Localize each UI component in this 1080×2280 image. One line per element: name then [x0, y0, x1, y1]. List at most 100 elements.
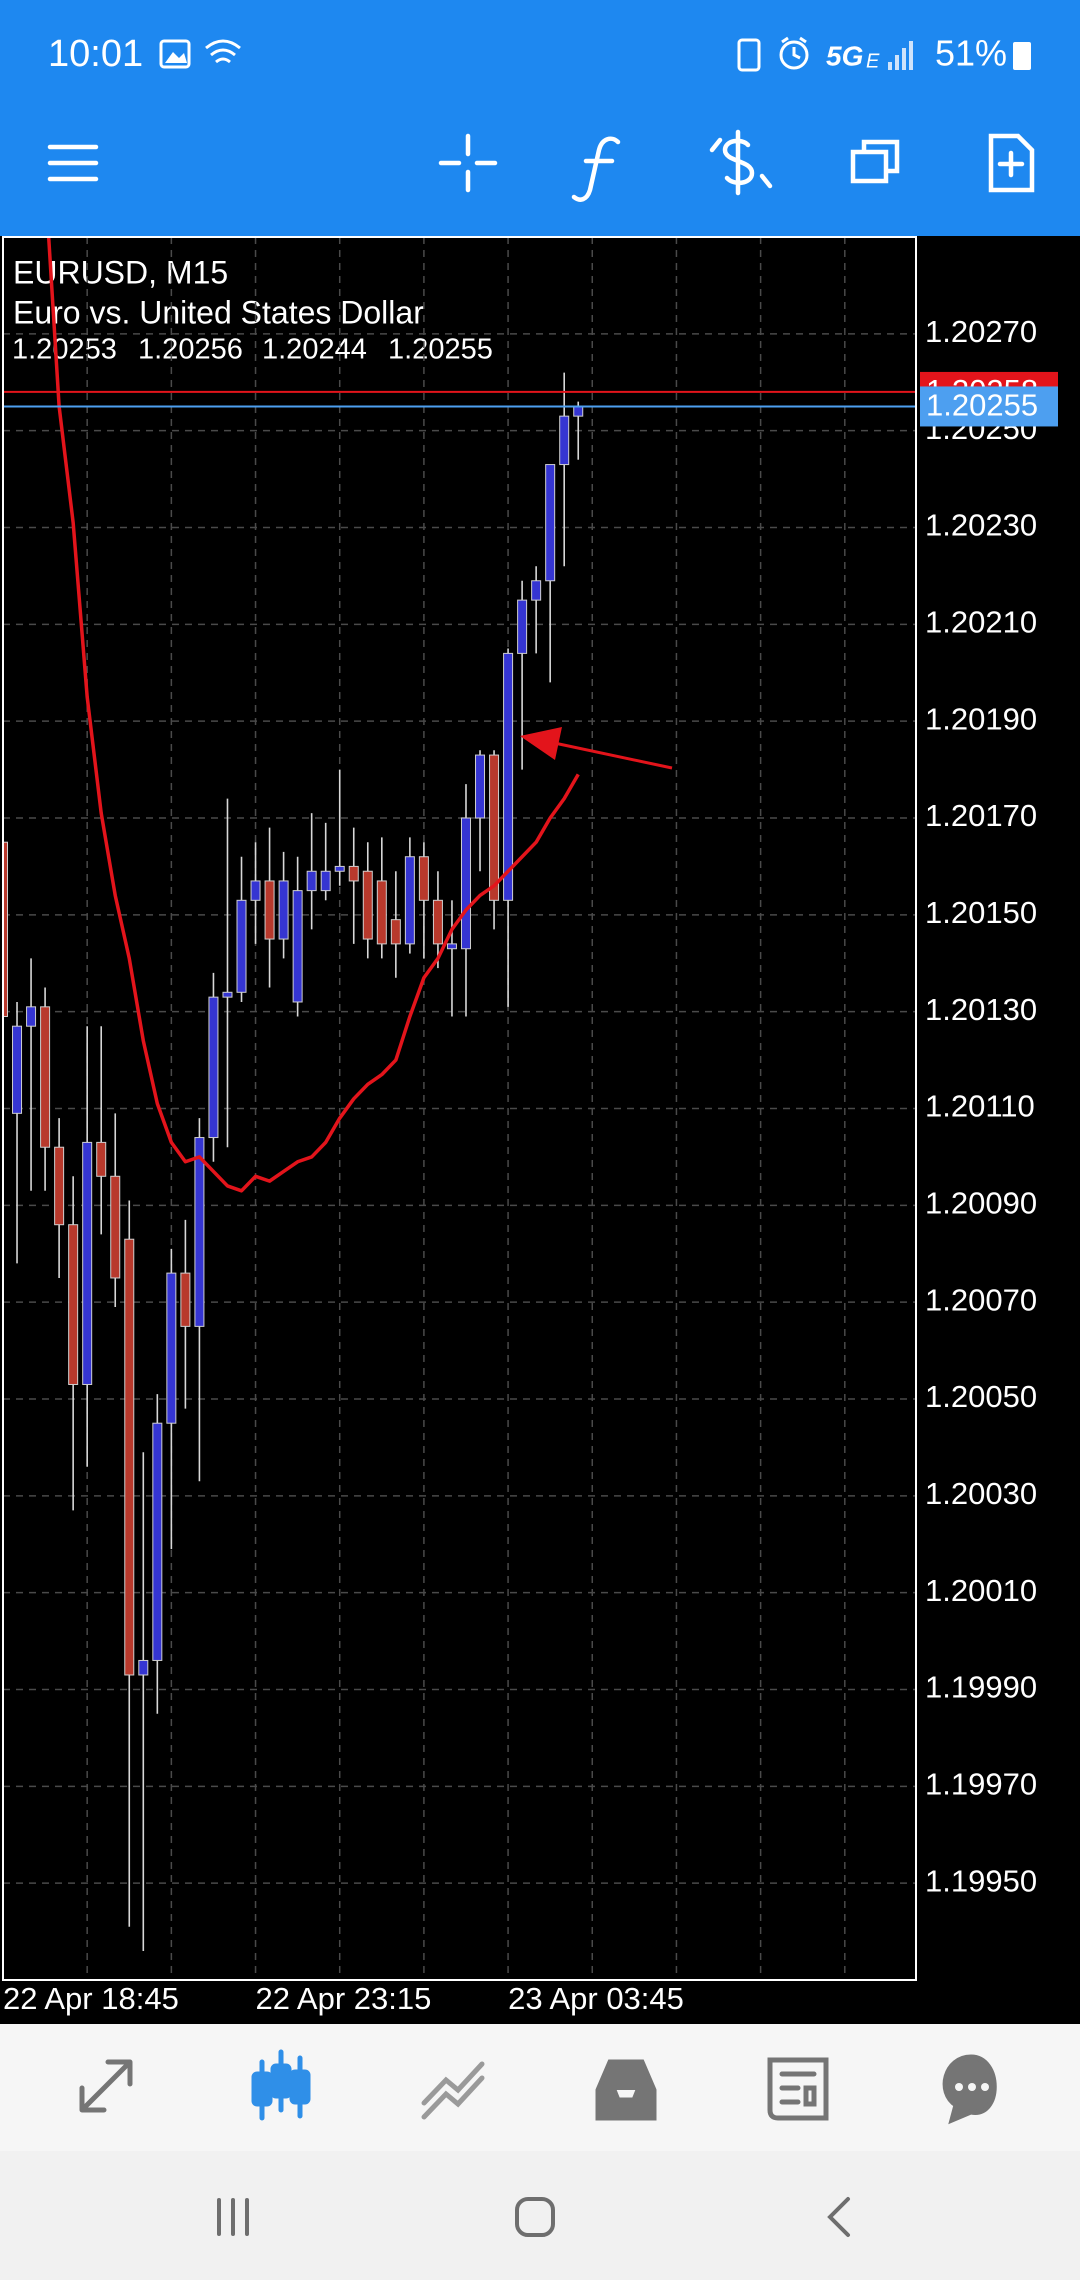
candle-body — [545, 464, 556, 582]
candle-body — [390, 919, 401, 945]
candle-body — [68, 1224, 79, 1385]
y-tick-label: 1.20130 — [925, 992, 1037, 1027]
candle-body — [446, 943, 457, 950]
signal-icon — [888, 41, 913, 70]
chart-title: EURUSD, M15 — [13, 254, 228, 290]
nav-quotes[interactable] — [79, 2059, 133, 2113]
y-tick-label: 1.20070 — [925, 1282, 1037, 1317]
y-tick-label: 1.19950 — [925, 1863, 1037, 1898]
nav-trade[interactable] — [421, 2061, 485, 2120]
candle-body — [348, 865, 359, 882]
candle-body — [460, 817, 471, 950]
candle-body — [82, 1141, 93, 1385]
candle-body — [362, 870, 373, 940]
candle-body — [26, 1006, 37, 1027]
candle-body — [278, 880, 289, 940]
candle-body — [475, 754, 486, 819]
candle-body — [54, 1146, 65, 1226]
header-bar — [0, 0, 1080, 236]
ohlc-open: 1.20253 — [12, 334, 117, 366]
candle-body — [531, 580, 542, 601]
x-tick-label: 22 Apr 18:45 — [3, 1981, 179, 2016]
ohlc-low: 1.20244 — [262, 334, 367, 366]
candle-body — [222, 991, 233, 998]
candle-body — [503, 652, 514, 901]
candle-body — [517, 599, 528, 654]
candle-body — [418, 856, 429, 901]
moving-average-line — [46, 237, 580, 1193]
dot — [981, 2083, 989, 2091]
status-network-sub: E — [866, 50, 880, 72]
candle-body — [138, 1659, 149, 1676]
candle-body — [166, 1272, 177, 1424]
candle-body — [208, 996, 219, 1139]
axes: 1.19950 1.19970 1.19990 1.20010 1.20030 1.200… — [3, 314, 1058, 2016]
candle-body — [573, 405, 584, 417]
candle-body — [124, 1238, 135, 1676]
candle-body — [264, 880, 275, 940]
y-tick-label: 1.19970 — [925, 1767, 1037, 1802]
y-tick-label: 1.20170 — [925, 798, 1037, 833]
y-tick-label: 1.20190 — [925, 701, 1037, 736]
status-time: 10:01 — [48, 33, 143, 75]
x-tick-label: 22 Apr 23:15 — [256, 1981, 432, 2016]
dot — [968, 2083, 976, 2091]
candle-body — [320, 870, 331, 892]
nav-chart[interactable] — [251, 2049, 311, 2121]
candle-body — [194, 1137, 205, 1327]
candle-body — [152, 1422, 163, 1661]
x-tick-label: 23 Apr 03:45 — [508, 1981, 684, 2016]
y-tick-label: 1.20110 — [925, 1089, 1035, 1124]
candle-body — [334, 865, 345, 872]
y-tick-label: 1.20050 — [925, 1379, 1037, 1414]
y-tick-label: 1.20210 — [925, 605, 1037, 640]
status-battery: 51% — [935, 33, 1007, 74]
crosshair-button[interactable] — [438, 133, 498, 193]
back-button[interactable] — [827, 2197, 850, 2237]
candle-body — [110, 1175, 121, 1279]
y-tick-label: 1.20010 — [925, 1573, 1037, 1608]
y-tick-label: 1.20030 — [925, 1476, 1037, 1511]
menu-button[interactable] — [47, 144, 99, 182]
candle-body — [250, 880, 261, 901]
y-tick-label: 1.20090 — [925, 1186, 1037, 1221]
candle-body — [432, 899, 443, 945]
annotation-arrow — [520, 727, 673, 770]
chart-background — [0, 236, 1080, 2024]
trade-button[interactable] — [709, 129, 773, 196]
candle-body — [292, 890, 303, 1003]
grid — [3, 237, 916, 1980]
candle-body — [376, 880, 387, 945]
candle-body — [180, 1272, 191, 1327]
y-tick-label: 1.20270 — [925, 314, 1037, 349]
ohlc-close: 1.20255 — [388, 334, 493, 366]
candle-body — [3, 841, 8, 1018]
nav-history[interactable] — [595, 2059, 657, 2121]
plot — [3, 237, 916, 1951]
chart-subtitle: Euro vs. United States Dollar — [13, 294, 424, 330]
y-tick-label: 1.19990 — [925, 1670, 1037, 1705]
new-order-button[interactable] — [988, 133, 1035, 193]
battery-icon — [1013, 42, 1031, 70]
candle-body — [40, 1006, 51, 1148]
candle-body — [559, 415, 570, 466]
candle-body — [306, 870, 317, 892]
windows-button[interactable] — [850, 139, 900, 184]
dot — [955, 2083, 963, 2091]
y-tick-label: 1.20150 — [925, 895, 1037, 930]
bottom-nav — [0, 2024, 1080, 2151]
home-button[interactable] — [515, 2197, 555, 2237]
candle-body — [12, 1025, 23, 1114]
plot-frame — [2, 236, 917, 1981]
candle-body — [404, 856, 415, 945]
price-tag-label: 1.20255 — [926, 388, 1038, 423]
y-tick-label: 1.20230 — [925, 508, 1037, 543]
candle-body — [489, 754, 500, 901]
recent-apps-button[interactable] — [217, 2198, 249, 2236]
indicators-button[interactable] — [571, 136, 621, 202]
status-network: 5G — [826, 40, 863, 71]
candle-body — [96, 1141, 107, 1177]
nav-news[interactable] — [767, 2057, 829, 2121]
